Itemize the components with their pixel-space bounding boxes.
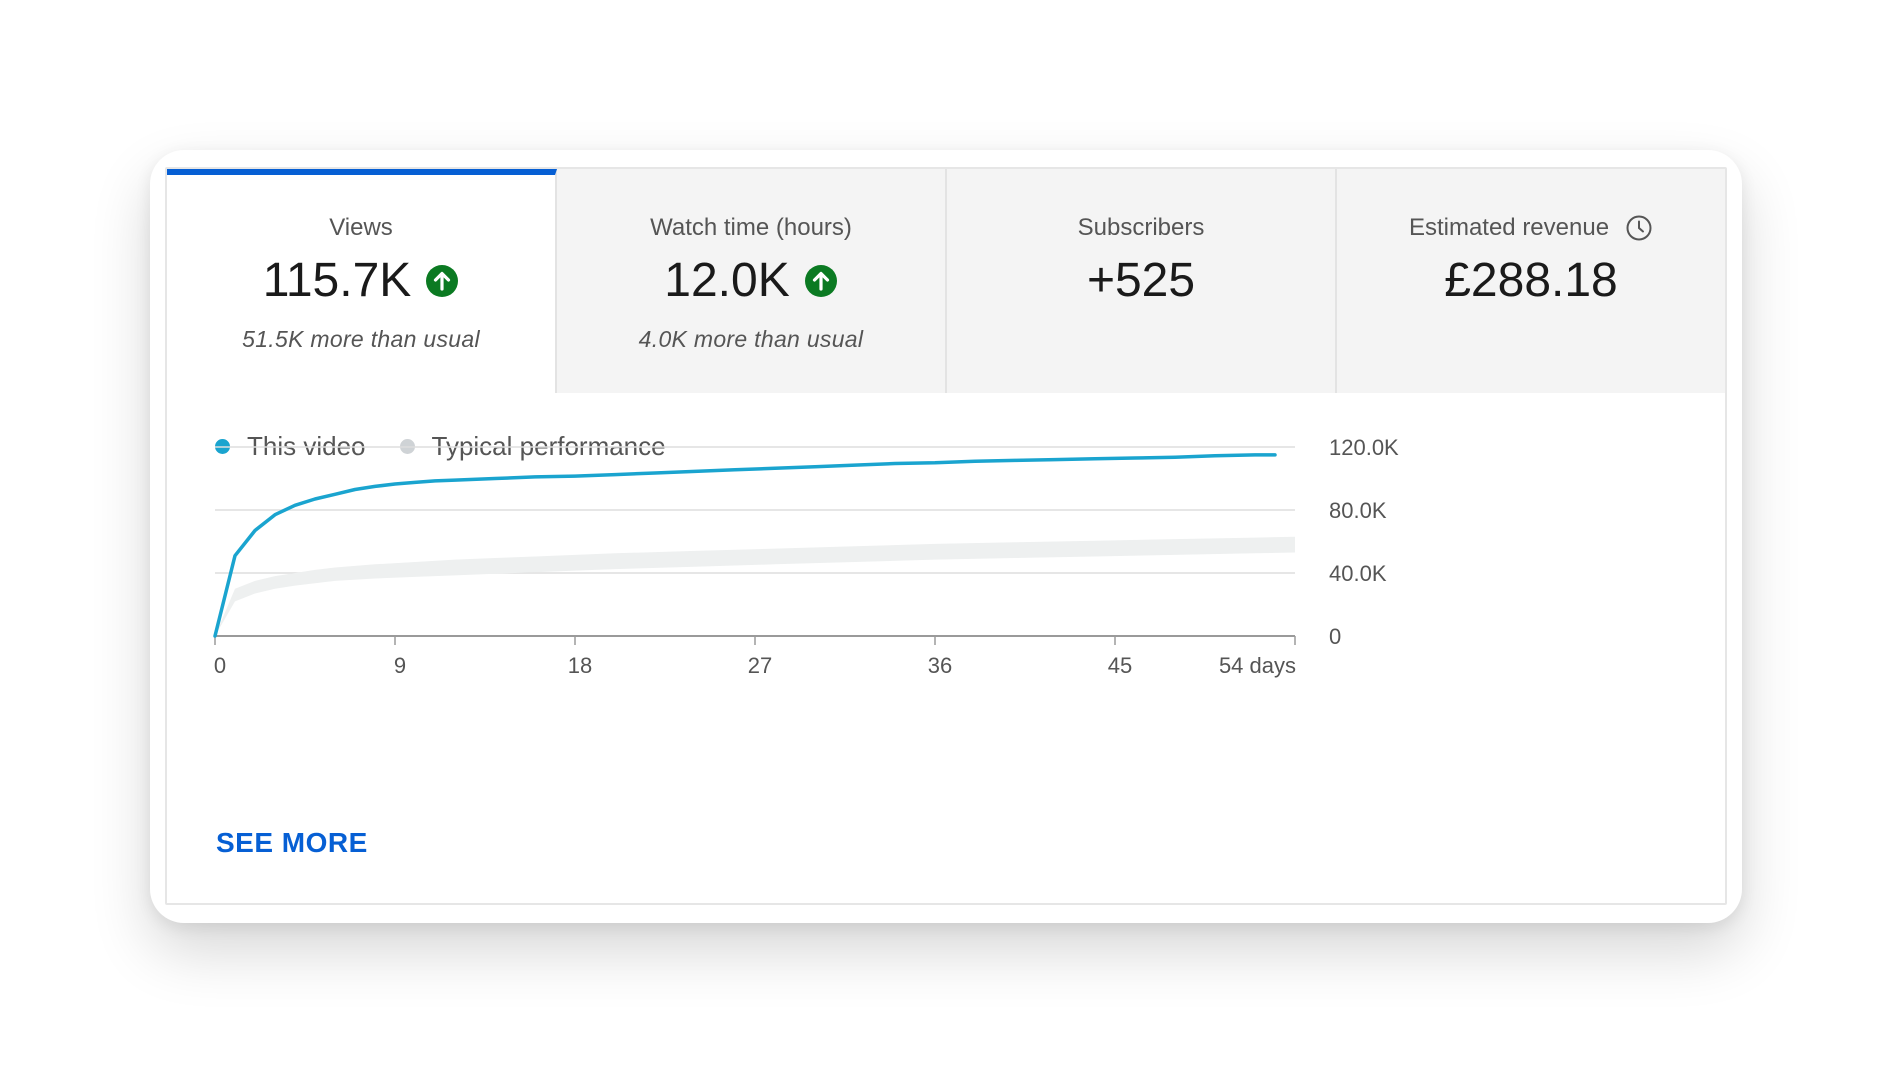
- tab-subscribers-value: +525: [1086, 254, 1196, 307]
- tab-views-value: 115.7K: [262, 254, 412, 307]
- tab-revenue-title-row: Estimated revenue: [1337, 214, 1725, 242]
- see-more-link[interactable]: SEE MORE: [216, 827, 368, 858]
- x-tick-label: 18: [568, 653, 592, 678]
- x-tick-label: 9: [394, 653, 406, 678]
- tab-watch-time[interactable]: Watch time (hours) 12.0K 4.0K more than …: [557, 169, 945, 393]
- x-tick-label: 54 days: [1219, 653, 1296, 678]
- tab-watch-time-value-row: 12.0K: [557, 253, 945, 308]
- x-tick-label: 45: [1108, 653, 1132, 678]
- tab-views-title: Views: [329, 214, 393, 241]
- clock-icon[interactable]: [1625, 214, 1653, 242]
- tab-views-value-row: 115.7K: [167, 253, 555, 308]
- tab-subscribers-value-row: +525: [947, 253, 1335, 308]
- y-tick-label: 0: [1329, 624, 1341, 649]
- tab-watch-time-value: 12.0K: [664, 254, 790, 307]
- tab-revenue-title: Estimated revenue: [1408, 214, 1610, 241]
- arrow-up-circle-icon: [426, 264, 459, 297]
- tab-revenue-value-row: £288.18: [1337, 253, 1725, 308]
- tab-subscribers[interactable]: Subscribers +525: [945, 169, 1335, 393]
- legend-item-typical: Typical performance: [399, 431, 666, 462]
- x-tick-label: 36: [928, 653, 952, 678]
- metric-tabs: Views 115.7K 51.5K more than usual Watch…: [167, 169, 1725, 393]
- chart-legend: This video Typical performance: [215, 431, 700, 462]
- analytics-card: Views 115.7K 51.5K more than usual Watch…: [165, 167, 1727, 905]
- legend-dot-this-video: [215, 439, 230, 454]
- tab-estimated-revenue[interactable]: Estimated revenue £288.18: [1335, 169, 1725, 393]
- this-video-line: [213, 453, 1277, 638]
- x-tick-label: 0: [214, 653, 226, 678]
- tab-views[interactable]: Views 115.7K 51.5K more than usual: [167, 169, 557, 393]
- y-tick-label: 80.0K: [1329, 498, 1387, 523]
- tab-revenue-value: £288.18: [1444, 254, 1618, 307]
- tab-watch-time-title: Watch time (hours): [650, 214, 852, 241]
- legend-dot-typical: [399, 439, 415, 454]
- y-tick-label: 40.0K: [1329, 561, 1387, 586]
- tab-subscribers-title: Subscribers: [1077, 214, 1205, 241]
- tab-watch-time-comparison: 4.0K more than usual: [638, 326, 864, 352]
- tab-views-comparison: 51.5K more than usual: [242, 326, 480, 352]
- legend-item-this-video: This video: [215, 431, 366, 462]
- typical-performance-band: [215, 536, 1295, 636]
- legend-label-typical: Typical performance: [431, 431, 666, 461]
- arrow-up-circle-icon: [804, 264, 837, 297]
- legend-label-this-video: This video: [247, 431, 366, 461]
- x-tick-label: 27: [748, 653, 772, 678]
- y-tick-label: 120.0K: [1329, 435, 1399, 460]
